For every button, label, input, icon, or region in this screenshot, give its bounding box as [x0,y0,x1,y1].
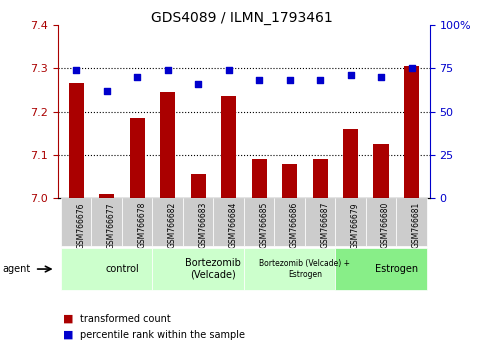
Bar [397,198,427,246]
Bar [252,159,267,198]
Point [72,67,80,73]
Point [408,65,415,71]
Bar [313,159,328,198]
Bar [91,198,122,246]
Bar [335,249,427,290]
Text: GSM766687: GSM766687 [320,202,329,249]
Text: GSM766679: GSM766679 [351,202,360,249]
Text: Bortezomib
(Velcade): Bortezomib (Velcade) [185,258,242,280]
Bar [153,249,244,290]
Text: GSM766677: GSM766677 [107,202,116,249]
Point [316,78,324,83]
Point [347,72,355,78]
Bar [366,198,397,246]
Point [377,74,385,80]
Bar [122,198,153,246]
Bar [305,198,335,246]
Bar [160,92,175,198]
Text: control: control [105,264,139,274]
Text: GSM766681: GSM766681 [412,202,421,248]
Text: GSM766685: GSM766685 [259,202,268,249]
Bar [213,198,244,246]
Point [286,78,294,83]
Text: agent: agent [2,264,30,274]
Text: ■: ■ [63,314,73,324]
Text: GSM766686: GSM766686 [290,202,298,249]
Bar [244,198,274,246]
Point [225,67,232,73]
Text: GSM766684: GSM766684 [228,202,238,249]
Point [256,78,263,83]
Bar [191,175,206,198]
Text: Estrogen: Estrogen [375,264,418,274]
Bar [244,249,335,290]
Bar [335,198,366,246]
Bar [183,198,213,246]
Bar [343,129,358,198]
Text: GDS4089 / ILMN_1793461: GDS4089 / ILMN_1793461 [151,11,332,25]
Bar [61,198,91,246]
Bar [99,194,114,198]
Bar [69,83,84,198]
Text: GSM766676: GSM766676 [76,202,85,249]
Bar [61,249,153,290]
Bar [274,198,305,246]
Point [194,81,202,87]
Bar [373,144,389,198]
Text: transformed count: transformed count [80,314,170,324]
Text: GSM766682: GSM766682 [168,202,177,248]
Point [103,88,111,93]
Text: percentile rank within the sample: percentile rank within the sample [80,330,245,339]
Text: GSM766680: GSM766680 [381,202,390,249]
Text: GSM766683: GSM766683 [198,202,207,249]
Bar [129,118,145,198]
Bar [282,164,297,198]
Bar [221,96,236,198]
Point [164,67,171,73]
Text: GSM766678: GSM766678 [137,202,146,249]
Bar [153,198,183,246]
Point [133,74,141,80]
Text: ■: ■ [63,330,73,339]
Text: Bortezomib (Velcade) +
Estrogen: Bortezomib (Velcade) + Estrogen [259,259,350,279]
Bar [404,66,419,198]
